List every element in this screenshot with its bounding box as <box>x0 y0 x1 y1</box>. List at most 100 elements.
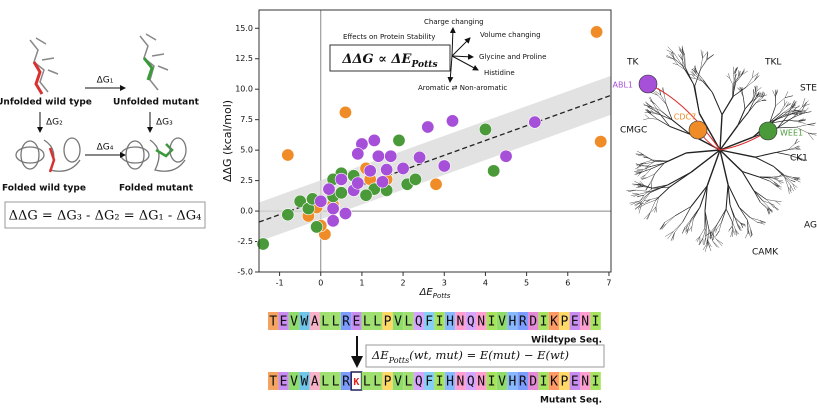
tree-branch <box>793 109 802 113</box>
point <box>396 161 410 175</box>
tree-branch <box>790 110 796 113</box>
tree-branch <box>664 215 676 223</box>
tree-branch <box>740 87 743 92</box>
point <box>478 122 492 136</box>
residue-box <box>320 372 331 390</box>
tree-branch <box>639 180 645 186</box>
residue: I <box>540 375 548 390</box>
tree-branch <box>769 105 776 122</box>
residue-box <box>507 312 518 330</box>
tree-branch <box>791 100 795 107</box>
dg-label: ΔG₂ <box>46 118 63 128</box>
state-label: Unfolded wild type <box>0 98 92 108</box>
tree-branch <box>752 70 754 78</box>
residue: V <box>498 375 506 390</box>
tree-branch <box>731 221 736 230</box>
tree-branch <box>777 115 788 129</box>
tree-branch <box>674 59 686 68</box>
tree-branch <box>758 95 764 97</box>
tree-branch <box>715 228 718 233</box>
tree-branch <box>643 212 651 220</box>
tree-branch <box>752 93 754 101</box>
tree-branch <box>706 54 714 60</box>
tree-branch <box>734 73 736 83</box>
residue: N <box>581 375 589 390</box>
tree-branch <box>740 222 743 229</box>
tree-branch <box>737 111 749 127</box>
tree-branch <box>779 105 785 114</box>
tree-branch <box>725 184 729 209</box>
tree-branch <box>706 51 708 60</box>
tree-branch <box>716 239 723 247</box>
residue: H <box>446 375 454 390</box>
tree-branch <box>766 208 770 215</box>
kinase-label: ABL1 <box>612 81 633 90</box>
y-tick-label: -2.5 <box>237 237 253 246</box>
residue-box <box>548 312 560 330</box>
tree-branch <box>694 67 698 73</box>
point <box>367 133 381 147</box>
tree-branch <box>775 200 782 202</box>
residue: K <box>353 377 359 388</box>
tree-branch <box>707 229 710 243</box>
tree-branch <box>791 108 797 114</box>
tree-branch <box>775 200 781 205</box>
residue-box <box>496 372 508 390</box>
trend-line <box>258 94 612 223</box>
tree-branch <box>650 92 659 96</box>
point <box>590 25 604 39</box>
tree-branch <box>726 75 730 79</box>
tree-branch <box>767 208 771 214</box>
tree-branch <box>782 113 792 118</box>
tree-branch <box>766 199 774 207</box>
residue-box <box>538 312 549 330</box>
tree-branch <box>759 220 766 223</box>
tree-branch <box>638 203 642 214</box>
tree-branch <box>716 239 724 244</box>
point <box>351 147 365 161</box>
residue-box <box>288 312 300 330</box>
tree-branch <box>738 71 741 77</box>
residue-box <box>507 372 518 390</box>
tree-branch <box>758 93 762 97</box>
tree-branch <box>692 68 697 75</box>
tree-branch <box>703 237 706 246</box>
tree-branch <box>718 222 722 232</box>
tree-branch <box>798 121 806 124</box>
tree-branch <box>795 148 801 151</box>
tree-branch <box>634 201 642 207</box>
point <box>310 220 324 234</box>
tree-branch <box>787 147 796 150</box>
kinase-label: WEE1 <box>780 129 803 138</box>
residue: D <box>529 375 537 390</box>
tree-branch <box>650 197 659 200</box>
tree-branch <box>784 176 793 184</box>
tree-branch <box>808 132 817 134</box>
tree-branch <box>762 92 765 99</box>
tree-branch <box>672 63 679 66</box>
tree-branch <box>792 103 797 109</box>
tree-branch <box>643 104 652 108</box>
tree-branch <box>688 226 693 232</box>
residue-box <box>330 312 341 330</box>
tree-branch <box>753 95 758 103</box>
residue: A <box>311 375 319 390</box>
sequence-panel: T E V W A L L R E L L P V L Q F I H N Q N I V H R D I K P E N IT E V W A L L R… <box>268 312 605 406</box>
point <box>380 163 394 177</box>
tree-branch <box>734 75 740 84</box>
tree-branch <box>755 100 762 104</box>
tree-branch <box>733 73 735 84</box>
point <box>334 172 348 186</box>
tree-branch <box>798 119 806 123</box>
tree-branch <box>734 216 741 223</box>
state-label: Unfolded mutant <box>113 98 200 108</box>
tree-branch <box>690 185 708 207</box>
tree-branch <box>704 210 710 230</box>
tree-branch <box>716 222 722 229</box>
tree-branch <box>748 102 754 113</box>
tree-branch <box>719 149 756 158</box>
tree-branch <box>732 82 736 98</box>
tree-branch <box>753 91 756 99</box>
tree-branch <box>776 149 789 153</box>
tree-branch <box>687 218 694 226</box>
